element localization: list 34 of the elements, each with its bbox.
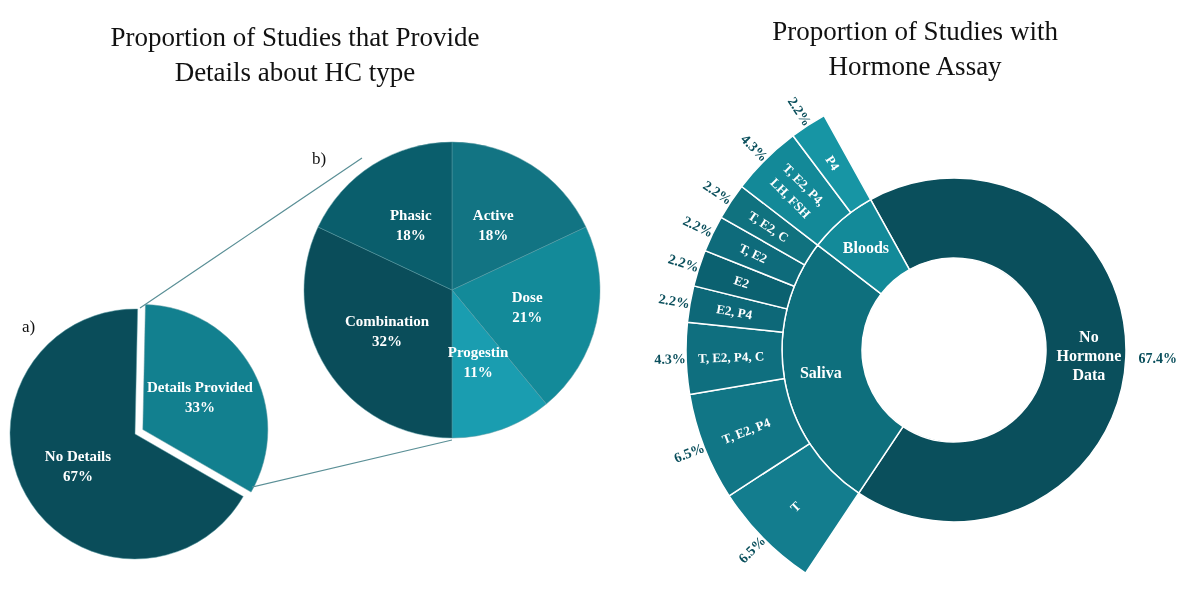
data-label: 2.2% xyxy=(666,251,701,276)
category-label: T, E2, P4, C xyxy=(697,348,765,366)
chart-title: Proportion of Studies with Hormone Assay xyxy=(772,15,1059,81)
category-label: T, E2, P4 xyxy=(720,414,773,447)
slice-label: Bloods xyxy=(842,239,890,257)
text: a) xyxy=(22,317,36,336)
slice-label: Saliva xyxy=(799,363,842,381)
data-label: 2.2% xyxy=(680,213,716,241)
data-label: 2.2% xyxy=(700,177,735,208)
text: b) xyxy=(312,149,327,168)
data-label: 67% xyxy=(62,468,93,485)
slice-label: No Hormone Data xyxy=(1056,327,1122,383)
slice-label: Details Provided xyxy=(146,379,254,396)
data-label: 18% xyxy=(395,226,426,243)
slice-label: No Details xyxy=(44,448,112,465)
data-label: 21% xyxy=(512,308,543,325)
slice-label: Phasic xyxy=(389,206,432,223)
slice-label: Combination xyxy=(344,313,430,330)
data-label: 4.3% xyxy=(654,351,687,368)
chart-title: Proportion of Studies that Provide Details about HC type xyxy=(110,21,480,87)
data-label: 67.4% xyxy=(1138,350,1178,366)
slice-label: Dose xyxy=(511,288,543,305)
data-label: 2.2% xyxy=(657,291,691,312)
data-label: 11% xyxy=(463,364,493,381)
slice-label: Progestin xyxy=(447,344,510,361)
data-label: 32% xyxy=(371,333,402,350)
category-label: P4 xyxy=(822,152,844,174)
category-label: T xyxy=(787,498,804,516)
data-label: 33% xyxy=(184,399,215,416)
category-label: E2 xyxy=(732,272,752,292)
data-label: 6.5% xyxy=(671,440,707,466)
category-label: E2, P4 xyxy=(715,301,754,323)
data-label: 18% xyxy=(478,226,509,243)
slice-label: Active xyxy=(472,206,515,223)
